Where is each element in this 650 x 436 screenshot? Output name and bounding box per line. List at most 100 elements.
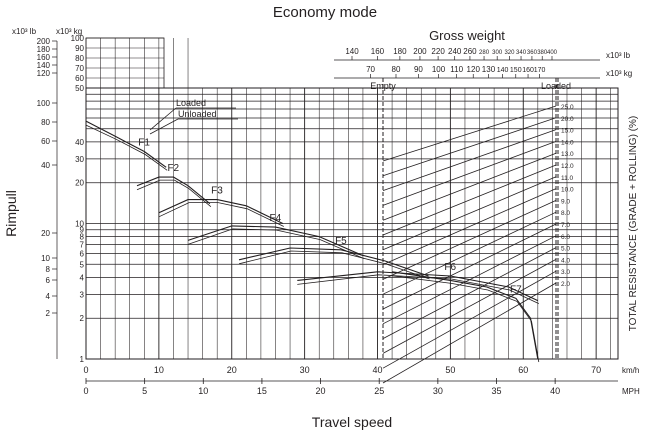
resistance-label: 13.0: [561, 151, 574, 158]
y-tick-lb: 10: [41, 254, 50, 263]
y-tick-kg: 100: [71, 34, 85, 43]
gw-kg-tick-label: 110: [450, 65, 463, 74]
gear-curve-alt-f4: [187, 228, 365, 259]
gw-lb-tick-label: 220: [431, 47, 445, 56]
resistance-label: 7.0: [561, 222, 570, 229]
x-tick-kmh: 20: [227, 365, 237, 375]
x-tick-kmh: 30: [300, 365, 310, 375]
resistance-label: 20.0: [561, 116, 574, 123]
gw-lb-tick-label: 160: [371, 47, 385, 56]
y-tick-lb: 200: [37, 37, 51, 46]
gear-curve-f6: [297, 271, 539, 302]
x-tick-mph: 0: [83, 386, 88, 396]
x-tick-mph: 5: [142, 386, 147, 396]
resistance-line: [382, 200, 557, 280]
resistance-line: [382, 247, 557, 339]
y-tick-lb: 80: [41, 118, 50, 127]
gear-curve-alt-f7: [392, 275, 540, 363]
resistance-label: 3.0: [561, 269, 570, 276]
gw-kg-tick-label: 70: [366, 65, 375, 74]
gw-kg-tick-label: 160: [522, 67, 534, 74]
gear-label-f7: F7: [510, 284, 522, 295]
gw-unit-lb: x10³ lb: [606, 51, 631, 60]
y-tick-kg: 50: [75, 84, 84, 93]
x-tick-mph: 35: [491, 386, 501, 396]
gw-lb-tick-label: 360: [527, 50, 538, 56]
gw-lb-tick-label: 280: [479, 50, 490, 56]
y-tick-lb: 60: [41, 137, 50, 146]
y-unit-kg: x10³ kg: [56, 27, 82, 36]
y-tick-lb: 2: [46, 309, 51, 318]
x-tick-kmh: 10: [154, 365, 164, 375]
right-axis-label: TOTAL RESISTANCE (GRADE + ROLLING) (%): [628, 116, 639, 332]
y-tick-kg: 9: [80, 226, 85, 235]
loaded-label: Loaded: [541, 81, 571, 91]
y-tick-kg: 30: [75, 155, 84, 164]
gear-curve-f3: [158, 199, 284, 224]
gw-unit-kg: x10³ kg: [606, 69, 632, 78]
x-tick-kmh: 40: [372, 365, 382, 375]
empty-label: Empty: [370, 81, 396, 91]
resistance-line: [382, 141, 557, 206]
y-tick-kg: 5: [80, 260, 85, 269]
gear-curve-alt-f3: [158, 202, 284, 227]
x-tick-kmh: 70: [591, 365, 601, 375]
resistance-line: [382, 105, 557, 162]
x-tick-mph: 20: [316, 386, 326, 396]
gw-lb-tick-label: 400: [547, 50, 558, 56]
x-axis-label: Travel speed: [312, 414, 392, 430]
y-tick-lb: 20: [41, 229, 50, 238]
gear-curves: [85, 120, 540, 363]
gw-lb-tick-label: 180: [393, 47, 407, 56]
gw-lb-tick-label: 240: [448, 47, 462, 56]
x-tick-mph: 15: [257, 386, 267, 396]
gear-label-f6: F6: [444, 262, 456, 273]
resistance-label: 2.0: [561, 281, 570, 288]
gw-lb-tick-label: 140: [345, 47, 359, 56]
legend-unloaded: Unloaded: [178, 109, 217, 119]
y-tick-kg: 8: [80, 233, 85, 242]
resistance-line: [382, 223, 557, 310]
legend-loaded: Loaded: [176, 98, 206, 108]
resistance-label: 14.0: [561, 139, 574, 146]
gw-lb-tick-label: 380: [537, 50, 548, 56]
resistance-label: 25.0: [561, 104, 574, 111]
y-axis-label: Rimpull: [3, 190, 19, 237]
gear-curve-alt-f6: [297, 274, 539, 304]
y-tick-lb: 160: [37, 53, 51, 62]
y-tick-kg: 60: [75, 74, 84, 83]
resistance-line: [382, 152, 557, 221]
gw-lb-tick-label: 260: [463, 47, 477, 56]
resistance-label: 5.0: [561, 246, 570, 253]
gw-lb-tick-label: 320: [504, 50, 515, 56]
resistance-line: [382, 176, 557, 251]
gear-label-f3: F3: [211, 186, 223, 197]
y-tick-kg: 70: [75, 64, 84, 73]
y-tick-kg: 80: [75, 54, 84, 63]
y-tick-kg: 3: [80, 290, 85, 299]
gear-curve-alt-f1: [85, 124, 168, 171]
x-tick-mph: 30: [433, 386, 443, 396]
gw-lb-tick-label: 340: [516, 50, 527, 56]
resistance-line: [382, 270, 557, 369]
gear-curve-f4: [187, 225, 364, 257]
gw-kg-tick-label: 100: [432, 65, 446, 74]
gear-curve-f1: [85, 120, 167, 168]
resistance-label: 15.0: [561, 128, 574, 135]
y-tick-lb: 4: [46, 292, 51, 301]
y-tick-kg: 7: [80, 240, 85, 249]
gw-kg-tick-label: 170: [534, 67, 546, 74]
gear-label-f4: F4: [269, 213, 281, 224]
gw-lb-tick-label: 200: [413, 47, 427, 56]
gw-kg-tick-label: 120: [467, 65, 481, 74]
x-tick-mph: 40: [550, 386, 560, 396]
y-tick-kg: 90: [75, 44, 84, 53]
resistance-label: 12.0: [561, 163, 574, 170]
y-tick-kg: 6: [80, 250, 85, 259]
y-tick-lb: 8: [46, 265, 51, 274]
resistance-label: 4.0: [561, 257, 570, 264]
resistance-label: 10.0: [561, 187, 574, 194]
legend-leader-1: [149, 107, 177, 131]
resistance-line: [382, 211, 557, 295]
